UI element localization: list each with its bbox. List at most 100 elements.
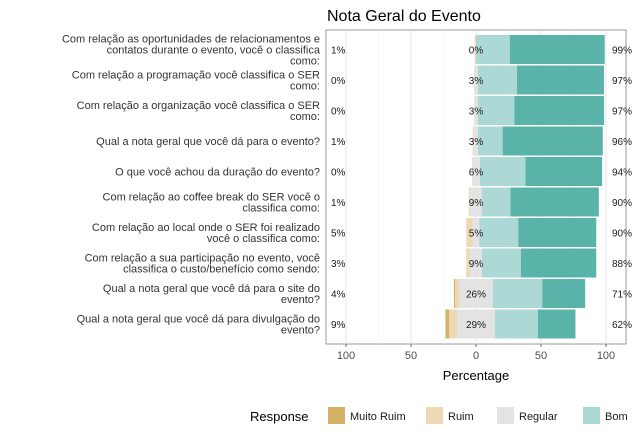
- x-axis-title: Percentage: [443, 368, 510, 383]
- center-percent-label: 0%: [469, 46, 484, 57]
- legend-label: Muito Ruim: [350, 411, 406, 423]
- bar-regular: [457, 309, 495, 339]
- legend-swatch: [497, 407, 514, 424]
- center-percent-label: 6%: [469, 168, 484, 179]
- category-label: Com relação a sua participação no evento…: [85, 253, 320, 265]
- bar-bom: [479, 157, 526, 186]
- x-tick-label: 50: [405, 350, 417, 362]
- bar-regular: [474, 65, 478, 95]
- bar-ruim: [472, 126, 475, 156]
- bar-regular: [459, 279, 493, 308]
- category-label: como:: [290, 56, 320, 68]
- legend-swatch: [426, 407, 443, 424]
- center-percent-label: 3%: [469, 76, 484, 87]
- right-percent-label: 97%: [612, 107, 632, 118]
- category-label: Qual a nota geral que você dá para divul…: [77, 314, 320, 326]
- right-percent-label: 96%: [612, 137, 632, 148]
- category-label: Com relação as oportunidades de relacion…: [62, 34, 320, 46]
- x-tick-label: 100: [597, 350, 615, 362]
- center-percent-label: 29%: [466, 320, 486, 331]
- category-label: evento?: [281, 294, 320, 306]
- bar-ruim: [468, 187, 471, 217]
- category-label: Com relação a organização você classific…: [77, 100, 320, 112]
- right-percent-label: 90%: [612, 198, 632, 209]
- bar-muito-bom: [502, 126, 603, 156]
- left-percent-label: 0%: [331, 107, 346, 118]
- legend-label: Bom: [605, 411, 628, 423]
- bar-bom: [481, 248, 521, 278]
- bar-regular: [474, 126, 478, 156]
- center-percent-label: 3%: [469, 137, 484, 148]
- x-tick-label: 50: [535, 350, 547, 362]
- bar-muito-ruim: [453, 279, 456, 308]
- bar-ruim: [449, 309, 458, 339]
- legend-label: Regular: [519, 411, 558, 423]
- bar-ruim: [474, 35, 476, 64]
- bar-muito-bom: [520, 248, 597, 278]
- category-label: como:: [290, 81, 320, 93]
- right-percent-label: 90%: [612, 229, 632, 240]
- center-percent-label: 5%: [469, 229, 484, 240]
- center-percent-label: 3%: [469, 107, 484, 118]
- bar-regular: [472, 218, 480, 247]
- category-label: contatos durante o evento, você o classi…: [107, 45, 321, 57]
- right-percent-label: 99%: [612, 46, 632, 57]
- right-percent-label: 94%: [612, 168, 632, 179]
- bar-bom: [476, 35, 510, 64]
- x-tick-labels: 100 50 0 50 100: [337, 344, 615, 362]
- bar-muito-bom: [525, 157, 603, 186]
- category-label: Com relação ao coffee break do SER você …: [103, 192, 320, 204]
- bar-regular: [474, 96, 478, 125]
- category-label: evento?: [281, 325, 320, 337]
- bar-bom: [479, 218, 519, 247]
- bar-ruim: [466, 248, 471, 278]
- category-label: Qual a nota geral que você dá para o eve…: [96, 136, 320, 148]
- center-percent-label: 9%: [469, 259, 484, 270]
- legend-title: Response: [250, 409, 309, 424]
- center-percent-label: 26%: [466, 290, 486, 301]
- left-percent-label: 3%: [331, 259, 346, 270]
- bar-bom: [481, 187, 511, 217]
- bar-muito-ruim: [445, 309, 450, 339]
- bar-regular: [470, 187, 482, 217]
- bar-muito-bom: [510, 187, 599, 217]
- category-label: classifica o custo/benefício como sendo:: [123, 264, 320, 276]
- chart-title: Nota Geral do Evento: [327, 8, 481, 25]
- left-percent-label: 0%: [331, 168, 346, 179]
- bar-regular: [470, 248, 482, 278]
- center-percent-label: 9%: [469, 198, 484, 209]
- percent-labels: 1% 0% 99% 0% 3% 97% 0% 3% 97% 1% 3% 96% 0% 6% 94% 1% 9% 9…: [331, 46, 632, 332]
- bar-bom: [477, 96, 515, 125]
- bar-bom: [477, 126, 503, 156]
- x-tick-label: 100: [337, 350, 355, 362]
- bar-regular: [472, 157, 480, 186]
- left-percent-label: 4%: [331, 290, 346, 301]
- right-percent-label: 71%: [612, 290, 632, 301]
- bars: [445, 35, 605, 339]
- legend: Response Muito RuimRuimRegularBomMuito B…: [250, 407, 628, 424]
- legend-label: Ruim: [448, 411, 474, 423]
- category-label: Com relação ao local onde o SER foi real…: [92, 222, 320, 234]
- bar-muito-bom: [537, 309, 576, 339]
- bar-muito-bom: [514, 96, 605, 125]
- legend-swatch: [328, 407, 345, 424]
- left-percent-label: 1%: [331, 198, 346, 209]
- bar-bom: [494, 309, 538, 339]
- left-percent-label: 9%: [331, 320, 346, 331]
- bar-muito-bom: [542, 279, 586, 308]
- left-percent-label: 1%: [331, 46, 346, 57]
- bar-muito-bom: [516, 65, 605, 95]
- bar-ruim: [466, 218, 473, 247]
- category-labels: Com relação as oportunidades de relacion…: [62, 34, 321, 337]
- bar-ruim: [455, 279, 460, 308]
- bar-muito-bom: [509, 35, 605, 64]
- category-label: você o classifica como:: [207, 233, 320, 245]
- bar-muito-bom: [518, 218, 597, 247]
- right-percent-label: 88%: [612, 259, 632, 270]
- legend-swatch: [583, 407, 600, 424]
- bar-bom: [477, 65, 517, 95]
- left-percent-label: 5%: [331, 229, 346, 240]
- bar-bom: [492, 279, 543, 308]
- category-label: como:: [290, 111, 320, 123]
